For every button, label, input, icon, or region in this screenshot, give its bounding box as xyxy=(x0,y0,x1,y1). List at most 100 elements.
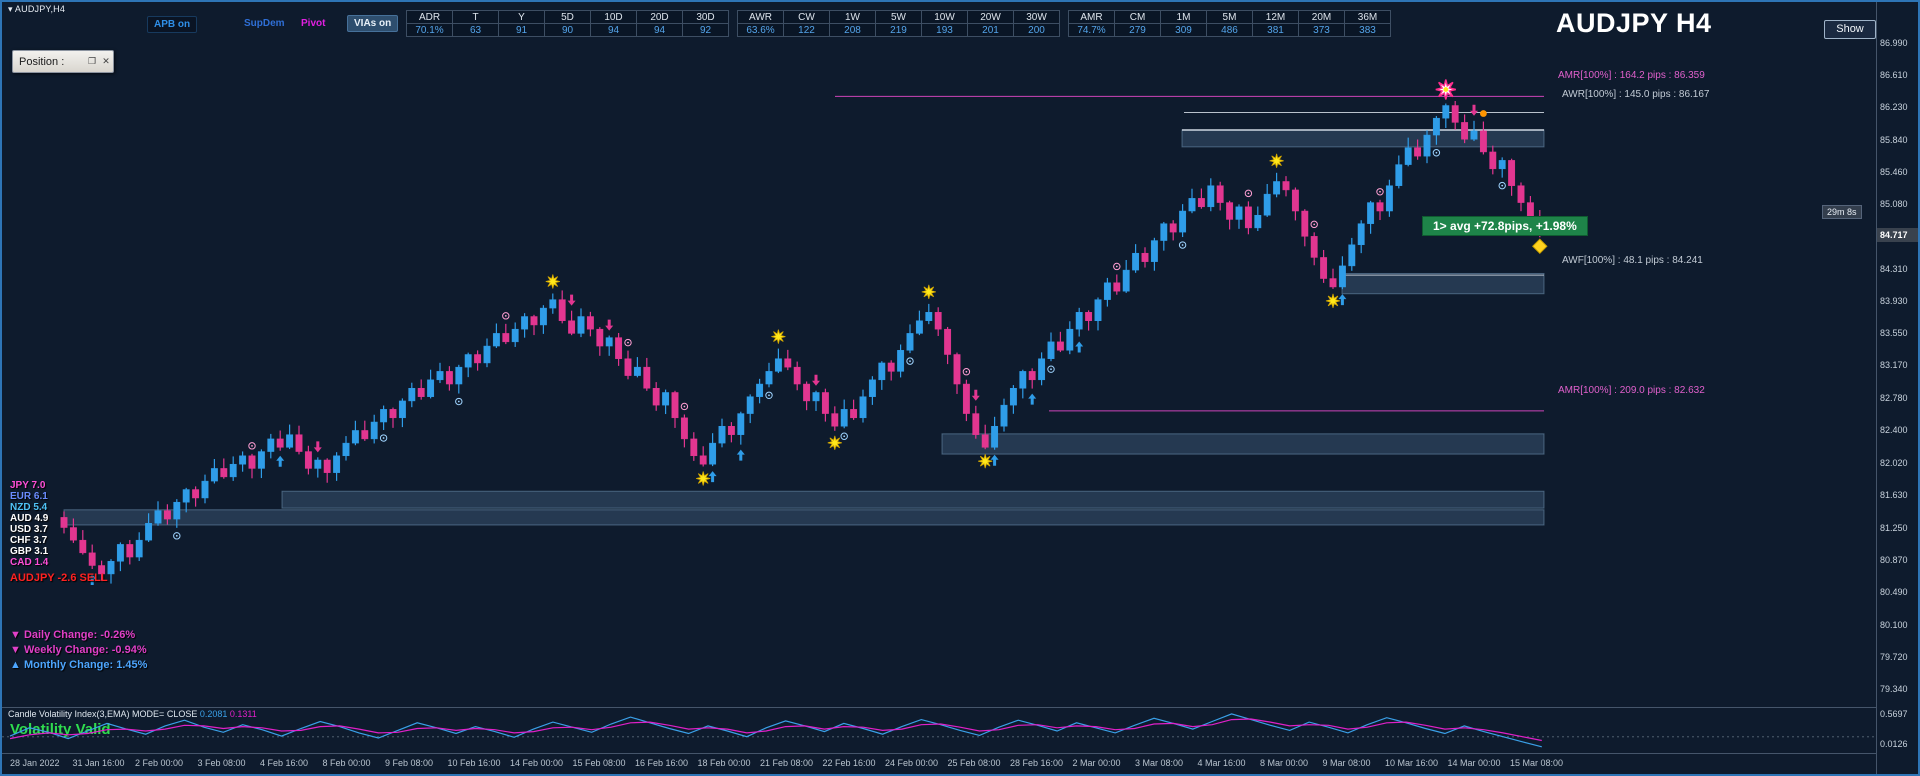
time-label: 14 Mar 00:00 xyxy=(1447,758,1501,768)
time-label: 14 Feb 00:00 xyxy=(510,758,564,768)
time-label: 21 Feb 08:00 xyxy=(760,758,814,768)
stats-header-cell: 10D xyxy=(590,10,637,24)
stats-value-cell: 91 xyxy=(498,23,545,37)
indicator-name: Candle Volatility Index(3,EMA) MODE= CLO… xyxy=(8,709,198,719)
time-label: 10 Mar 16:00 xyxy=(1385,758,1439,768)
stats-value-cell: 486 xyxy=(1206,23,1253,37)
strength-row-aud: AUD 4.9 xyxy=(10,513,49,524)
time-axis[interactable]: 28 Jan 2022 31 Jan 16:00 2 Feb 00:00 3 Feb … xyxy=(2,753,1918,774)
time-label: 18 Feb 00:00 xyxy=(697,758,751,768)
time-label: 9 Feb 08:00 xyxy=(385,758,434,768)
strength-row-nzd: NZD 5.4 xyxy=(10,502,48,513)
time-label: 15 Mar 08:00 xyxy=(1510,758,1564,768)
stats-table-adr: ADR T Y 5D 10D 20D 30D 70.1% 63 91 90 94 94 92 xyxy=(406,10,729,37)
stats-value-cell: 219 xyxy=(875,23,922,37)
time-label: 8 Feb 00:00 xyxy=(322,758,371,768)
amr-lower-annotation: AMR[100%] : 209.0 pips : 82.632 xyxy=(1558,384,1705,396)
swing-star-markers xyxy=(545,79,1456,486)
indicator-value-1: 0.2081 xyxy=(199,709,228,719)
chart-tab[interactable]: ▾ AUDJPY,H4 xyxy=(8,4,66,14)
candles xyxy=(60,100,1544,584)
stats-value-cell: 122 xyxy=(783,23,830,37)
stats-header-cell: 1M xyxy=(1160,10,1207,24)
stats-value-cell: 201 xyxy=(967,23,1014,37)
indicator-header: Candle Volatility Index(3,EMA) MODE= CLO… xyxy=(8,709,257,719)
stats-value-cell: 90 xyxy=(544,23,591,37)
stats-table-awr: AWR CW 1W 5W 10W 20W 30W 63.6% 122 208 219 193 201 20… xyxy=(737,10,1060,37)
stats-header-cell: 1W xyxy=(829,10,876,24)
pattern-dot-markers xyxy=(173,110,1506,540)
strength-row-jpy: JPY 7.0 xyxy=(10,480,46,491)
stats-header-cell: 5W xyxy=(875,10,922,24)
stats-value-cell: 74.7% xyxy=(1068,23,1115,37)
stats-value-cell: 63 xyxy=(452,23,499,37)
stats-header-cell: 30W xyxy=(1013,10,1060,24)
position-window-title: Position : xyxy=(19,55,65,68)
stats-value-cell: 373 xyxy=(1298,23,1345,37)
indicator-scale-min: 0.0126 xyxy=(1880,739,1908,749)
range-level-lines xyxy=(835,95,1544,412)
time-label: 15 Feb 08:00 xyxy=(572,758,626,768)
apb-toggle-button[interactable]: APB on xyxy=(147,16,198,33)
price-label: 83.930 xyxy=(1880,296,1908,307)
position-mini-window[interactable]: Position : ❐ ✕ xyxy=(12,50,114,73)
stats-header-cell: CM xyxy=(1114,10,1161,24)
close-icon[interactable]: ✕ xyxy=(102,56,110,66)
stats-header-cell: 5M xyxy=(1206,10,1253,24)
strength-row-eur: EUR 6.1 xyxy=(10,491,48,502)
pivot-toggle-button[interactable]: Pivot xyxy=(301,18,326,29)
price-label: 85.460 xyxy=(1880,167,1908,178)
time-label: 28 Feb 16:00 xyxy=(1010,758,1064,768)
stats-table-amr: AMR CM 1M 5M 12M 20M 36M 74.7% 279 309 486 381 373 38… xyxy=(1068,10,1391,37)
avg-pips-badge: 1> avg +72.8pips, +1.98% xyxy=(1422,216,1588,236)
awf-annotation: AWF[100%] : 48.1 pips : 84.241 xyxy=(1562,255,1703,267)
stats-value-cell: 383 xyxy=(1344,23,1391,37)
price-label: 86.610 xyxy=(1880,70,1908,81)
vias-toggle-button[interactable]: VIAs on xyxy=(347,15,399,32)
price-label: 84.310 xyxy=(1880,264,1908,275)
stats-value-cell: 309 xyxy=(1160,23,1207,37)
price-label: 81.630 xyxy=(1880,490,1908,501)
price-label: 82.400 xyxy=(1880,425,1908,436)
restore-icon[interactable]: ❐ xyxy=(87,56,97,66)
strength-row-usd: USD 3.7 xyxy=(10,524,48,535)
currency-strength-panel: JPY 7.0 EUR 6.1 NZD 5.4 AUD 4.9 USD 3.7 CHF 3… xyxy=(10,480,108,584)
volatility-indicator-panel[interactable]: Candle Volatility Index(3,EMA) MODE= CLO… xyxy=(2,707,1876,754)
price-label: 86.230 xyxy=(1880,102,1908,113)
time-label: 28 Jan 2022 xyxy=(10,758,60,768)
stats-value-cell: 279 xyxy=(1114,23,1161,37)
time-label: 2 Feb 00:00 xyxy=(135,758,184,768)
price-scale[interactable]: 86.990 86.610 86.230 85.840 85.460 85.080 84.3… xyxy=(1876,2,1918,774)
price-label: 79.720 xyxy=(1880,651,1908,662)
change-row: ▼ Daily Change: -0.26% xyxy=(10,629,136,641)
stats-value-cell: 70.1% xyxy=(406,23,453,37)
stats-header-cell: 20M xyxy=(1298,10,1345,24)
stats-header-cell: ADR xyxy=(406,10,453,24)
stats-header-cell: AWR xyxy=(737,10,784,24)
strength-row-gbp: GBP 3.1 xyxy=(10,546,49,557)
stats-value-cell: 200 xyxy=(1013,23,1060,37)
price-label: 80.490 xyxy=(1880,586,1908,597)
price-label: 80.100 xyxy=(1880,619,1908,630)
stats-header-cell: 30D xyxy=(682,10,729,24)
price-label: 80.870 xyxy=(1880,554,1908,565)
price-label: 83.170 xyxy=(1880,360,1908,371)
price-label: 83.550 xyxy=(1880,328,1908,339)
time-label: 4 Mar 16:00 xyxy=(1197,758,1246,768)
price-label: 81.250 xyxy=(1880,522,1908,533)
candlestick-chart[interactable] xyxy=(2,38,1876,712)
supdem-toggle-button[interactable]: SupDem xyxy=(244,18,285,29)
signal-line xyxy=(9,718,1542,742)
last-bar-diamond-marker xyxy=(1532,238,1548,255)
supply-demand-zones xyxy=(63,129,1545,526)
stats-header-cell: CW xyxy=(783,10,830,24)
price-label: 82.780 xyxy=(1880,393,1908,404)
show-button[interactable]: Show xyxy=(1824,20,1876,39)
stats-header-cell: Y xyxy=(498,10,545,24)
change-row: ▲ Monthly Change: 1.45% xyxy=(10,659,148,671)
awr-annotation: AWR[100%] : 145.0 pips : 86.167 xyxy=(1562,88,1710,100)
stats-value-cell: 92 xyxy=(682,23,729,37)
change-row: ▼ Weekly Change: -0.94% xyxy=(10,644,147,656)
time-label: 3 Feb 08:00 xyxy=(197,758,246,768)
